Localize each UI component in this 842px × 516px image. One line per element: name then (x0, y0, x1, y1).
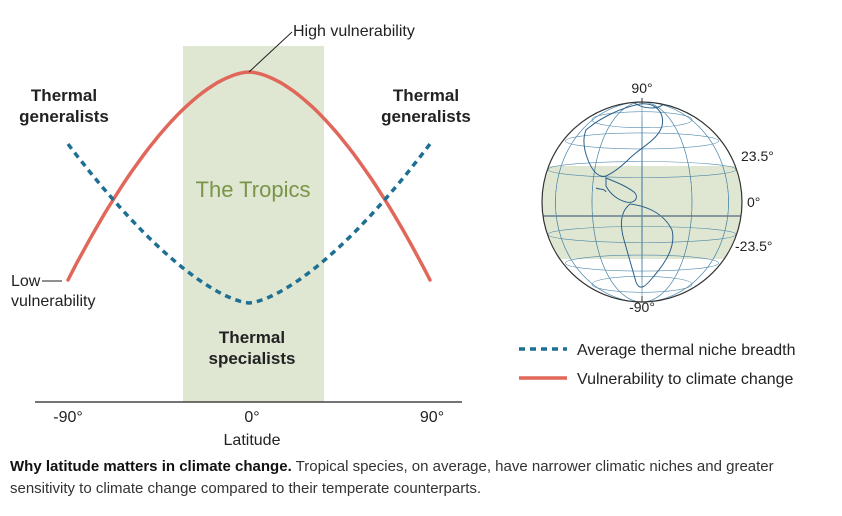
left-generalists-label-1: Thermal (31, 86, 97, 105)
axis-tick-label: -90° (53, 409, 83, 426)
globe-label-equator: 0° (747, 194, 760, 210)
globe-continents (583, 102, 674, 288)
caption-lead: Why latitude matters in climate change. (10, 458, 292, 475)
globe-label-tropic-capricorn: -23.5° (735, 238, 773, 254)
globe-label-south-pole: -90° (629, 299, 655, 315)
legend: Average thermal niche breadth Vulnerabil… (519, 342, 796, 388)
niche-breadth-curve (66, 142, 432, 305)
axis-tick-label: 90° (420, 409, 444, 426)
legend-label-niche-breadth: Average thermal niche breadth (577, 342, 796, 359)
specialists-label-2: specialists (209, 349, 296, 368)
globe (541, 98, 743, 303)
tropics-label: The Tropics (196, 177, 311, 202)
specialists-label-1: Thermal (219, 328, 285, 347)
tropics-band (183, 46, 324, 402)
globe-label-north-pole: 90° (631, 80, 652, 96)
axis-tick-label: 0° (244, 409, 259, 426)
caption-body: Tropical species, on average, have narro… (10, 458, 774, 497)
axis-label: Latitude (224, 432, 281, 449)
right-generalists-label-2: generalists (381, 107, 471, 126)
globe-label-tropic-cancer: 23.5° (741, 148, 774, 164)
low-vulnerability-label-1: Low (11, 273, 41, 290)
globe-tropics-band (542, 166, 742, 259)
right-generalists-label-1: Thermal (393, 86, 459, 105)
legend-label-vulnerability: Vulnerability to climate change (577, 371, 794, 388)
low-vulnerability-label-2: vulnerability (11, 293, 95, 310)
high-vulnerability-label: High vulnerability (293, 23, 415, 40)
figure-caption: Why latitude matters in climate change. … (10, 456, 810, 500)
high-vulnerability-leader (248, 31, 293, 73)
left-generalists-label-2: generalists (19, 107, 109, 126)
latitude-vulnerability-figure: The Tropics High vulnerability Low vulne… (11, 23, 796, 449)
